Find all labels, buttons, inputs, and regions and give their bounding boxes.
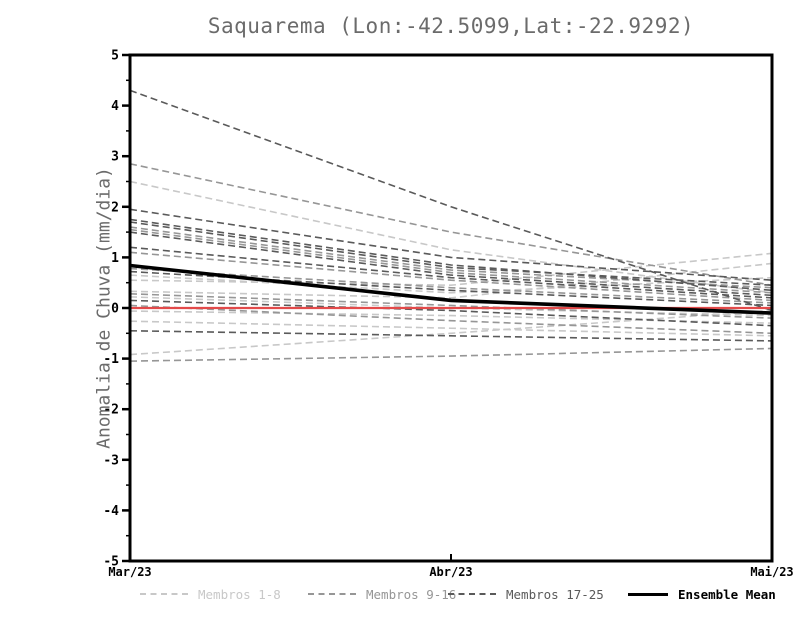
ensemble-member-line	[129, 180, 773, 294]
ensemble-member-line	[129, 89, 773, 312]
solid-line-swatch	[628, 592, 668, 596]
y-tick-label: -5	[103, 555, 119, 570]
ensemble-member-line	[129, 226, 773, 289]
ensemble-member-line	[129, 251, 773, 302]
ensemble-member-line	[129, 208, 773, 281]
ensemble-member-line	[129, 246, 773, 299]
ensemble-member-line	[129, 320, 773, 337]
ensemble-mean-line	[129, 263, 773, 315]
ensemble-member-line	[129, 310, 773, 324]
dashed-line-swatch-light	[140, 593, 188, 595]
ensemble-member-line	[129, 293, 773, 319]
ensemble-member-line	[129, 163, 773, 287]
y-tick-label: 5	[111, 49, 119, 64]
y-tick-label: 4	[111, 99, 119, 114]
ensemble-member-line	[129, 252, 773, 287]
legend-label: Membros 9-16	[366, 586, 457, 602]
y-tick-label: -3	[103, 453, 119, 468]
ensemble-member-line	[129, 309, 773, 356]
legend-item-membros-1-8: Membros 1-8	[140, 586, 281, 602]
legend-label: Membros 1-8	[198, 586, 281, 602]
legend-item-membros-17-25: Membros 17-25	[448, 586, 604, 602]
dashed-line-swatch-medium	[308, 593, 356, 595]
x-tick-label: Abr/23	[429, 565, 472, 579]
ensemble-member-line	[129, 221, 773, 287]
y-tick-label: 0	[111, 302, 119, 317]
legend-item-ensemble-mean: Ensemble Mean	[628, 586, 776, 602]
ensemble-member-line	[129, 274, 773, 294]
legend-item-membros-9-16: Membros 9-16	[308, 586, 456, 602]
y-tick-label: -4	[103, 504, 119, 519]
y-tick-label: -1	[103, 352, 119, 367]
legend-label: Ensemble Mean	[678, 586, 776, 602]
ensemble-member-line	[129, 262, 773, 299]
legend: Membros 1-8 Membros 9-16 Membros 17-25 E…	[0, 586, 800, 606]
x-tick-label: Mar/23	[108, 565, 151, 579]
ensemble-member-line	[129, 218, 773, 292]
ensemble-member-line	[129, 231, 773, 297]
ensemble-member-line	[129, 228, 773, 294]
x-tick-label: Mai/23	[750, 565, 793, 579]
y-tick-label: 2	[111, 200, 119, 215]
ensemble-member-line	[129, 329, 773, 342]
legend-label: Membros 17-25	[506, 586, 604, 602]
plot-frame	[128, 53, 774, 563]
ensemble-member-line	[129, 270, 773, 307]
y-tick-label: 1	[111, 251, 119, 266]
chart-title: Saquarema (Lon:-42.5099,Lat:-22.9292)	[207, 14, 695, 38]
y-tick-label: -2	[103, 403, 119, 418]
y-tick-label: 3	[111, 150, 119, 165]
ensemble-member-line	[129, 267, 773, 304]
ensemble-member-line	[129, 299, 773, 327]
ensemble-member-line	[129, 347, 773, 362]
dashed-line-swatch-dark	[448, 593, 496, 595]
ensemble-member-line	[129, 304, 773, 335]
